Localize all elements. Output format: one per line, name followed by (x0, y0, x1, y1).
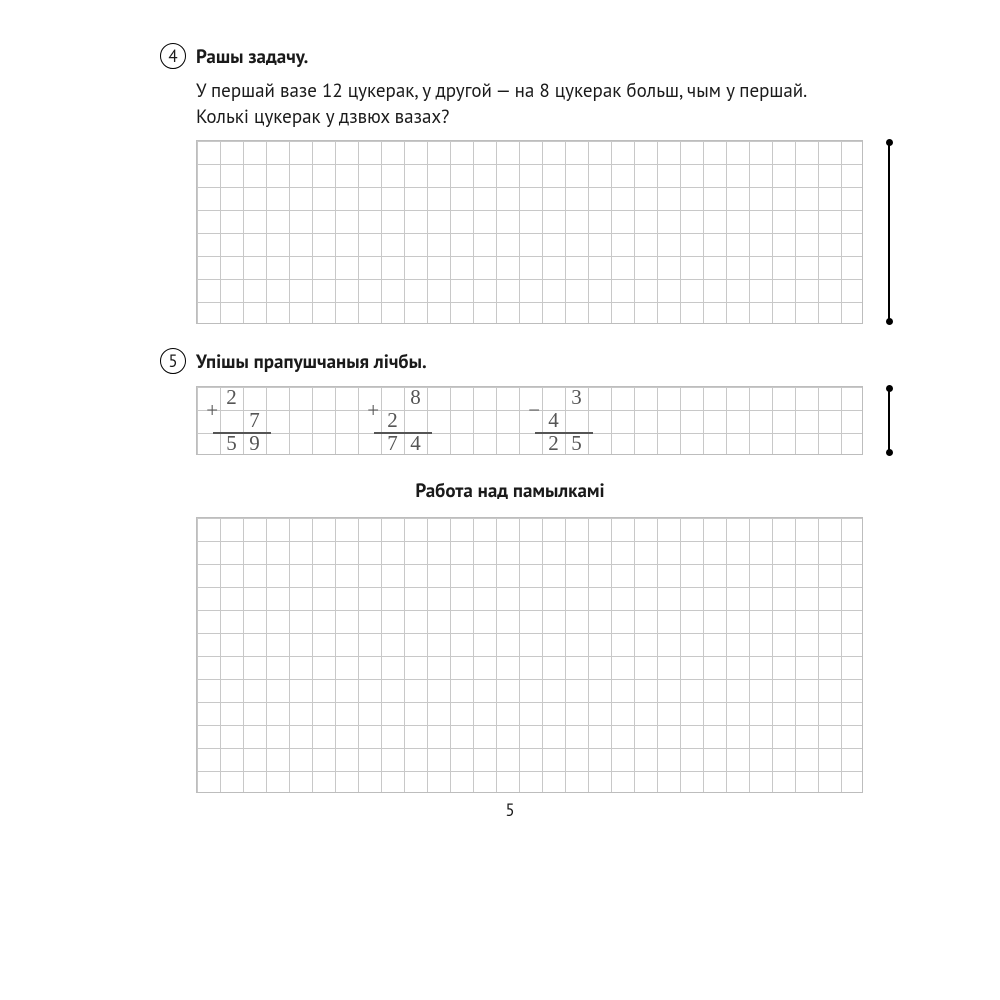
handwritten-sign: + (206, 398, 218, 423)
task-4-header: 4 Рашы задачу. (160, 45, 860, 69)
page-number: 5 (160, 799, 860, 821)
task-4-grid (196, 140, 863, 324)
errors-title: Работа над памылкамі (160, 479, 860, 503)
task-4-body: У першай вазе 12 цукерак, у другой — на … (196, 79, 860, 130)
handwritten-digit: 4 (542, 409, 565, 432)
handwritten-sign: − (528, 398, 540, 423)
worksheet-page: 4 Рашы задачу. У першай вазе 12 цукерак,… (160, 45, 860, 821)
margin-bar-2 (888, 388, 890, 453)
handwritten-digit: 4 (404, 432, 427, 455)
task-5-title: Упішы прапушчаныя лічбы. (196, 350, 427, 374)
handwritten-digit: 2 (381, 409, 404, 432)
handwritten-digit: 8 (404, 386, 427, 409)
handwritten-digit: 5 (220, 432, 243, 455)
task-5-grid: +2579+2784−4235 (196, 386, 863, 455)
handwritten-line (535, 432, 593, 434)
task-5-number: 5 (160, 348, 186, 374)
handwritten-digit: 3 (565, 386, 588, 409)
handwritten-line (213, 432, 271, 434)
handwritten-digit: 2 (542, 432, 565, 455)
handwritten-line (374, 432, 432, 434)
handwritten-digit: 2 (220, 386, 243, 409)
margin-bar-1 (888, 142, 890, 322)
errors-grid (196, 517, 863, 793)
handwritten-digit: 7 (381, 432, 404, 455)
handwritten-sign: + (367, 398, 379, 423)
handwritten-digit: 5 (565, 432, 588, 455)
task-4-number: 4 (160, 43, 186, 69)
handwritten-digit: 9 (243, 432, 266, 455)
handwritten-digit: 7 (243, 409, 266, 432)
task-4-title: Рашы задачу. (196, 45, 308, 69)
task-5-header: 5 Упішы прапушчаныя лічбы. (160, 350, 860, 374)
